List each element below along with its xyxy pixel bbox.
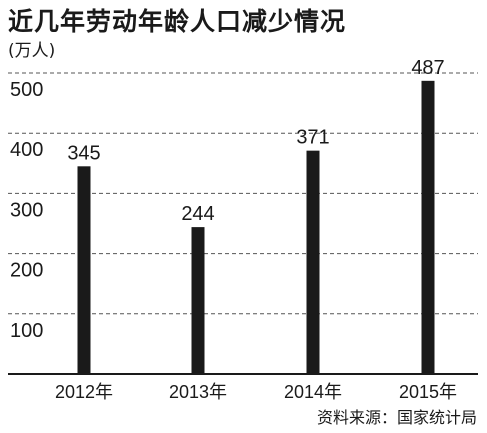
y-tick-label: 200	[10, 260, 43, 282]
data-label-1: 345	[67, 142, 100, 164]
y-tick-labels: 100 200 300 400 500	[10, 79, 43, 342]
y-tick-label: 300	[10, 199, 43, 221]
x-tick-label-2: 2013年	[169, 382, 227, 402]
data-label-4: 487	[411, 57, 444, 79]
y-axis-unit: (万人)	[8, 41, 56, 61]
x-tick-labels: 2012年 2013年 2014年 2015年	[55, 382, 457, 402]
bar-2	[191, 227, 205, 374]
x-tick-label-4: 2015年	[399, 382, 457, 402]
bar-3	[306, 150, 320, 374]
source-note: 资料来源：国家统计局	[316, 408, 477, 427]
y-tick-label: 100	[10, 320, 43, 342]
x-tick-label-1: 2012年	[55, 382, 113, 402]
y-tick-label: 400	[10, 139, 43, 161]
chart-title: 近几年劳动年龄人口减少情况	[8, 7, 347, 36]
bar-1	[77, 166, 91, 374]
x-tick-label-3: 2014年	[284, 382, 342, 402]
y-tick-label: 500	[10, 79, 43, 101]
bar-4	[421, 80, 435, 375]
data-label-2: 244	[181, 203, 214, 225]
data-label-3: 371	[296, 127, 329, 149]
bars	[77, 80, 435, 375]
data-labels: 345 244 371 487	[67, 57, 444, 225]
